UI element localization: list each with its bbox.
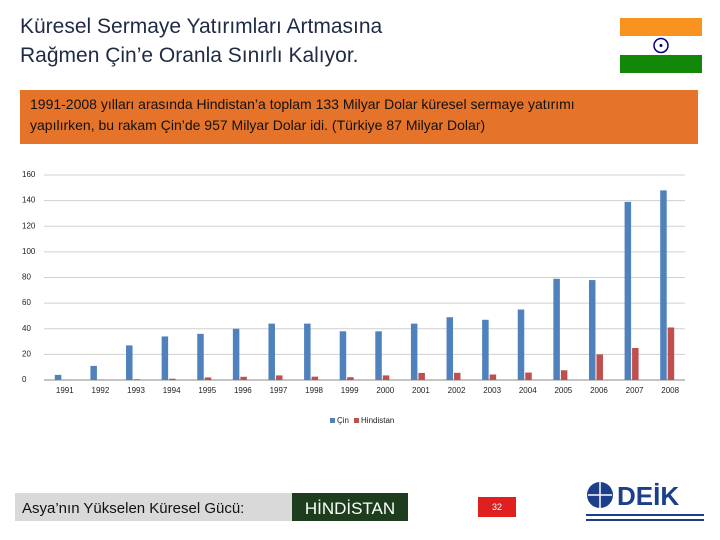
x-tick-label: 2007 [626,386,644,395]
bar [588,280,596,380]
x-tick-label: 1999 [341,386,359,395]
y-tick-label: 100 [22,247,36,256]
x-tick-label: 1997 [270,386,288,395]
x-tick-label: 1998 [305,386,323,395]
bar [560,370,568,380]
bar [275,375,283,380]
x-tick-label: 2000 [376,386,394,395]
y-tick-label: 160 [22,170,36,179]
bar [553,278,560,380]
bar [489,374,497,380]
title-line: Rağmen Çin’e Oranla Sınırlı Kalıyor. [20,44,358,67]
legend-swatch [354,418,360,423]
x-tick-label: 1992 [92,386,110,395]
bar [632,347,639,380]
x-tick-label: 1993 [127,386,145,395]
flag [620,18,702,73]
footer-box [15,493,292,521]
logo: DEİK [586,481,704,521]
footer-text: Asya’nın Yükselen Küresel Gücü: [22,500,244,517]
x-tick-label: 2002 [448,386,466,395]
bar [347,377,354,380]
x-tick-label: 2004 [519,386,537,395]
y-tick-label: 40 [22,324,31,333]
legend-label: Hindistan [361,416,394,425]
y-tick-label: 20 [22,349,31,358]
bar [596,354,603,380]
x-tick-label: 1996 [234,386,252,395]
note-line: yapılırken, bu rakam Çin’de 957 Milyar D… [30,117,485,133]
bar [446,317,454,380]
chart: 0 20 40 60 80 100 120 140 160 1991 1992 1993 1994 199… [22,170,685,425]
legend-label: Çin [337,416,349,425]
x-tick-label: 1991 [56,386,74,395]
bar [339,331,347,380]
x-tick-label: 2006 [590,386,608,395]
bar [240,376,247,380]
x-tick-label: 1994 [163,386,181,395]
bar [517,309,525,380]
y-tick-label: 120 [22,221,36,230]
bar [197,333,204,380]
bar [268,323,275,380]
footer-highlight-box [292,493,408,521]
note-box [20,90,698,144]
footer-highlight: HİNDİSTAN [305,499,395,518]
bar [375,331,382,380]
bar [90,365,97,380]
bar [161,336,169,380]
x-tick-label: 2008 [661,386,679,395]
y-tick-label: 140 [22,196,36,205]
bar [54,374,62,380]
bar [482,319,489,380]
y-tick-label: 0 [22,375,27,384]
bar [660,190,667,380]
x-tick-label: 2001 [412,386,430,395]
bar [418,372,425,380]
logo-text: DEİK [617,481,679,511]
x-tick-label: 1995 [198,386,216,395]
legend-swatch [330,418,335,423]
bar [624,201,632,380]
bar [525,372,532,380]
bar [304,323,311,380]
bar [204,377,212,380]
y-tick-label: 60 [22,298,31,307]
bar [126,345,133,380]
y-tick-label: 80 [22,273,31,282]
bar [232,328,240,380]
bar [169,378,176,380]
x-tick-label: 2003 [483,386,501,395]
bar [311,376,319,380]
bar [410,323,418,380]
title-line: Küresel Sermaye Yatırımları Artmasına [20,15,383,38]
x-tick-label: 2005 [554,386,572,395]
page-number-box [478,497,516,517]
bar [667,327,675,380]
page-number: 32 [492,502,502,512]
note-line: 1991-2008 yılları arasında Hindistan’a t… [30,96,575,112]
bar [382,375,390,380]
bar [133,379,141,380]
bar [454,372,461,380]
